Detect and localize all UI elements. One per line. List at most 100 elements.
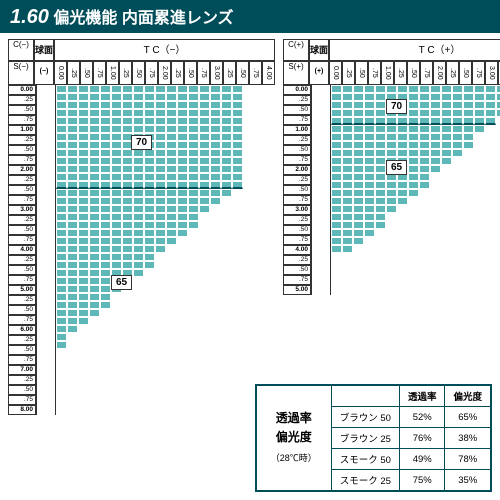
cell (89, 301, 100, 309)
cell (144, 213, 155, 221)
cell (496, 229, 500, 237)
cell (133, 301, 144, 309)
cell (133, 213, 144, 221)
cell (221, 141, 232, 149)
cell (452, 117, 463, 125)
cell (474, 245, 485, 253)
cell (353, 93, 364, 101)
cell (56, 197, 67, 205)
cell (353, 149, 364, 157)
cell (364, 157, 375, 165)
cell (67, 301, 78, 309)
chart-left: C(−)球面T C（−）S(−)(−)0.00.25.50.751.00.25.… (8, 39, 275, 415)
cell (419, 157, 430, 165)
cell (353, 85, 364, 93)
cell (100, 133, 111, 141)
cell (89, 341, 100, 349)
cell (133, 341, 144, 349)
cell (375, 157, 386, 165)
cell (342, 173, 353, 181)
cell (232, 261, 243, 269)
cell (100, 221, 111, 229)
cell (144, 157, 155, 165)
cell (144, 93, 155, 101)
row-label: 0.00 (283, 85, 311, 95)
cell (364, 237, 375, 245)
cell (485, 133, 496, 141)
cell (78, 309, 89, 317)
cell (56, 165, 67, 173)
cell (331, 101, 342, 109)
cell (232, 205, 243, 213)
cell (100, 101, 111, 109)
row-label: .75 (283, 235, 311, 245)
cell (122, 221, 133, 229)
cell (166, 213, 177, 221)
cell (408, 133, 419, 141)
cell (100, 309, 111, 317)
cell (485, 109, 496, 117)
cell (419, 237, 430, 245)
cell (155, 269, 166, 277)
cell (419, 245, 430, 253)
cell (408, 165, 419, 173)
cell (408, 85, 419, 93)
cell (155, 85, 166, 93)
cell (441, 189, 452, 197)
cell (221, 341, 232, 349)
cell (353, 237, 364, 245)
sign-cell: (−) (34, 61, 54, 85)
cell (56, 125, 67, 133)
cell (56, 317, 67, 325)
cell (221, 245, 232, 253)
cell (155, 301, 166, 309)
cell (232, 221, 243, 229)
row-label: .50 (8, 185, 36, 195)
cell (232, 317, 243, 325)
cell (441, 117, 452, 125)
cell (89, 109, 100, 117)
cell (232, 149, 243, 157)
cell (221, 109, 232, 117)
cell (331, 245, 342, 253)
cell (100, 301, 111, 309)
cell (496, 117, 500, 125)
cell (155, 221, 166, 229)
cell (342, 237, 353, 245)
cell (111, 261, 122, 269)
cell (100, 253, 111, 261)
cell (56, 245, 67, 253)
row-label: .25 (8, 135, 36, 145)
cell (56, 325, 67, 333)
cell (100, 245, 111, 253)
cell (111, 165, 122, 173)
charts-area: C(−)球面T C（−）S(−)(−)0.00.25.50.751.00.25.… (0, 33, 500, 415)
cell (177, 149, 188, 157)
cell (133, 117, 144, 125)
cell (144, 165, 155, 173)
cell (188, 165, 199, 173)
cell (463, 93, 474, 101)
cell (56, 157, 67, 165)
cell (342, 197, 353, 205)
cell (177, 125, 188, 133)
cell (199, 173, 210, 181)
cell (133, 317, 144, 325)
cell (89, 85, 100, 93)
cell (331, 85, 342, 93)
cell (496, 93, 500, 101)
cell (78, 221, 89, 229)
cell (111, 205, 122, 213)
cell (67, 205, 78, 213)
row-label: .50 (8, 265, 36, 275)
cell (452, 189, 463, 197)
cell (210, 221, 221, 229)
row-label: .50 (8, 345, 36, 355)
cell (485, 189, 496, 197)
cell (474, 141, 485, 149)
cell (375, 213, 386, 221)
cell (89, 293, 100, 301)
cell (144, 173, 155, 181)
cell (199, 197, 210, 205)
chart-right: C(+)球面T C（+）S(+)(+)0.00.25.50.751.00.25.… (283, 39, 500, 415)
